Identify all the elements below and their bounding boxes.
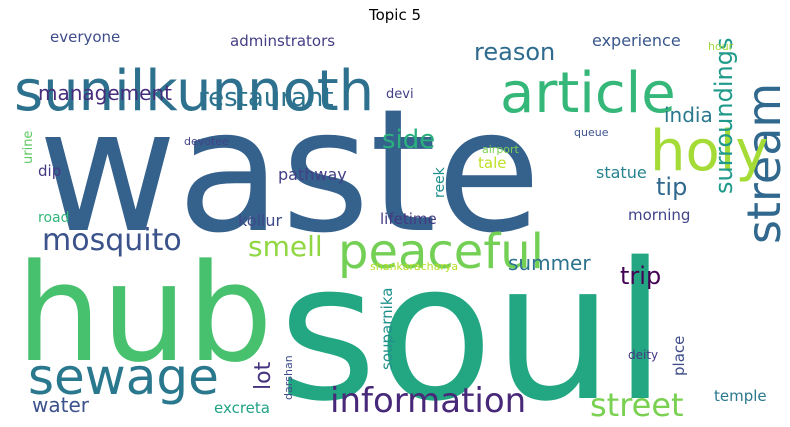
word-darshan: darshan [282,355,295,400]
word-dip: dip [38,162,61,180]
word-statue: statue [596,163,647,182]
word-hub: hub [16,235,273,392]
word-place: place [670,336,688,376]
word-queue: queue [574,126,609,139]
word-summer: summer [508,251,591,275]
word-management: management [38,81,172,105]
word-devi: devi [386,87,414,102]
word-pathway: pathway [278,165,347,184]
word-stream: stream [737,83,782,244]
word-reason: reason [474,38,555,66]
word-hour: hour [708,40,734,53]
word-information: information [330,381,526,419]
word-mosquito: mosquito [42,223,182,258]
word-street: street [590,386,684,419]
word-waste: waste [38,73,541,271]
word-cloud: waste soul hub sunilkunnoth article peaceful s… [8,30,782,419]
word-everyone: everyone [50,30,120,46]
word-surroundings: surroundings [710,38,738,194]
word-india: india [664,103,713,127]
word-morning: morning [628,206,690,224]
word-lifetime: lifetime [380,210,437,228]
word-trip: trip [620,262,661,290]
word-peaceful: peaceful [338,224,544,280]
word-reek: reek [432,166,448,198]
word-sewage: sewage [28,348,219,406]
word-urine: urine [21,131,36,164]
word-souparnika: souparnika [378,288,396,370]
word-holy: holy [650,119,768,184]
word-article: article [500,61,676,126]
word-excreta: excreta [214,399,270,417]
word-kollur: kollur [238,211,283,230]
word-deity: deity [628,348,658,362]
word-temple: temple [714,387,767,405]
word-smell: smell [248,230,323,263]
word-tip: tip [656,173,687,201]
word-sunilkunnoth: sunilkunnoth [14,59,374,124]
word-devotee: devotee [184,135,229,148]
word-tale: tale [478,154,506,172]
word-restaurant: restaurant [198,83,334,113]
word-soul: soul [278,222,666,419]
word-side: side [382,125,435,155]
word-adminstrators: adminstrators [230,32,335,50]
chart-title: Topic 5 [368,6,422,24]
word-water: water [32,393,90,417]
word-experience: experience [592,31,681,50]
word-road: road [38,210,69,226]
word-airport: airport [482,143,520,156]
word-shankaracharya: shankaracharya [370,260,458,273]
word-lot: lot [251,361,276,390]
